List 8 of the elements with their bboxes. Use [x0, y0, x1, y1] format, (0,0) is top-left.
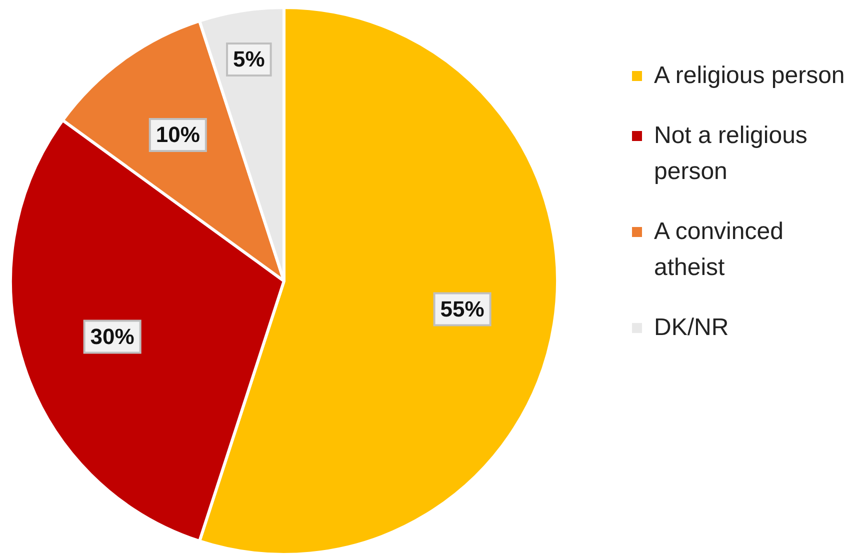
legend-label: DK/NR — [654, 313, 729, 343]
legend-label: A religious person — [654, 61, 845, 91]
legend-label: Not a religious person — [654, 121, 808, 187]
data-label: 30% — [90, 324, 134, 349]
data-label: 10% — [156, 122, 200, 148]
data-label: 5% — [233, 46, 265, 72]
legend-label: A convinced atheist — [654, 217, 784, 283]
data-label: 55% — [440, 296, 484, 322]
